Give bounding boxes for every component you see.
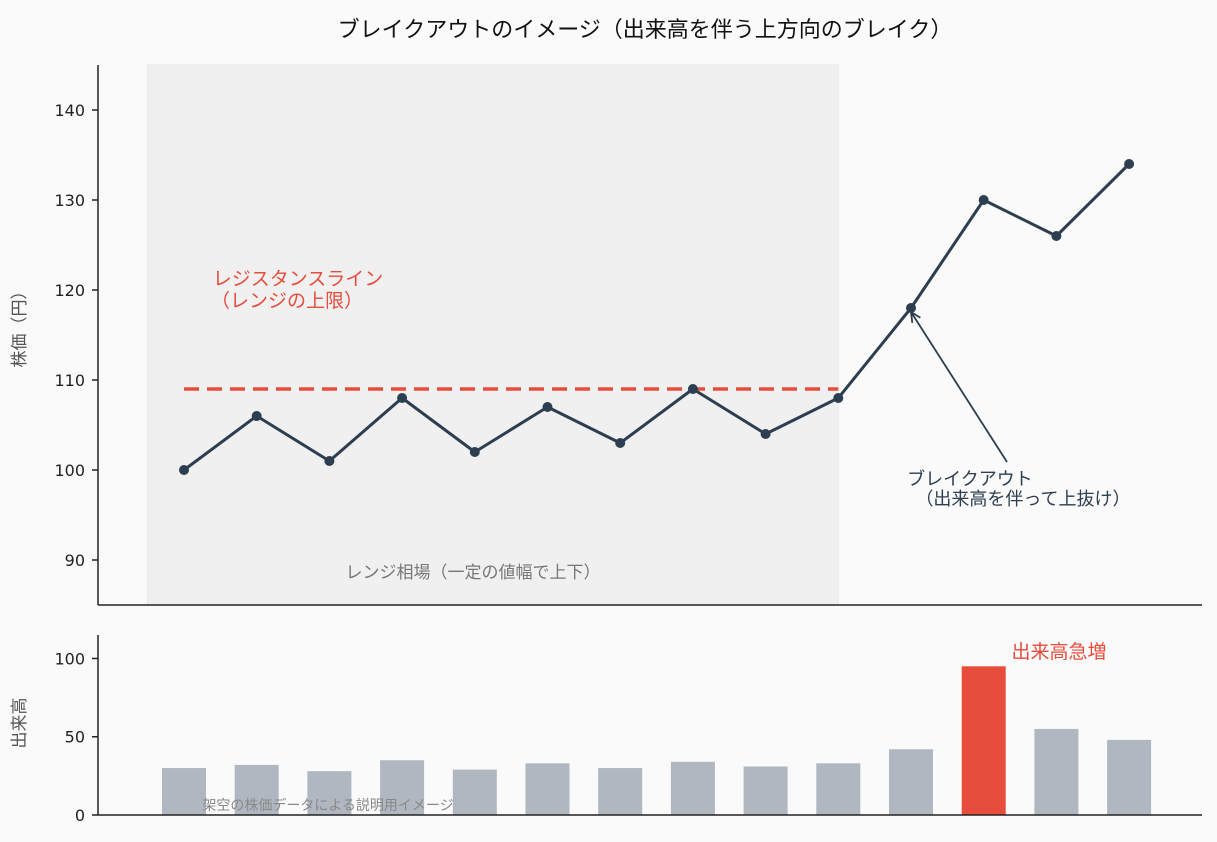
volume-y-axis-title: 出来高	[10, 698, 30, 749]
price-y-tick-label: 120	[54, 281, 85, 300]
price-point	[1124, 159, 1135, 169]
price-point	[760, 429, 771, 439]
price-panel: 90 100 110 120 130 140 株価（円） レジスタンスライン （レンジの上…	[10, 64, 1202, 606]
resistance-annotation-line-1: レジスタンスライン	[213, 268, 384, 290]
price-point	[906, 303, 916, 313]
price-point	[397, 393, 408, 403]
volume-bar	[162, 768, 206, 815]
price-point	[251, 411, 262, 421]
range-label: レンジ相場（一定の値幅で上下）	[345, 563, 600, 583]
price-y-axis-title: 株価（円）	[10, 283, 30, 368]
price-y-tick-label: 110	[54, 371, 85, 390]
volume-y-ticks: 0 50 100	[54, 649, 98, 825]
range-region	[147, 64, 839, 606]
price-point	[978, 195, 989, 205]
volume-y-tick-label: 0	[75, 806, 85, 825]
price-point	[833, 393, 844, 403]
price-point	[687, 384, 698, 394]
volume-bar	[452, 769, 497, 815]
volume-bar	[1034, 728, 1079, 815]
footnote: 架空の株価データによる説明用イメージ	[202, 797, 453, 814]
volume-bar	[1107, 739, 1152, 815]
price-point	[179, 465, 189, 475]
volume-spike-annotation: 出来高急増	[1011, 641, 1106, 663]
volume-bar	[743, 766, 788, 815]
price-y-ticks: 90 100 110 120 130 140	[54, 101, 98, 570]
volume-panel: 0 50 100 出来高 出来高急増 架空の株価データによる説明用イメージ	[10, 635, 1202, 825]
chart-title: ブレイクアウトのイメージ（出来高を伴う上方向のブレイク）	[338, 18, 953, 43]
breakout-arrowhead	[909, 310, 921, 324]
volume-y-tick-label: 50	[65, 728, 85, 747]
price-point	[324, 456, 335, 466]
price-y-tick-label: 130	[54, 191, 85, 210]
price-point	[615, 438, 626, 448]
volume-bar	[234, 764, 279, 815]
breakout-arrow	[910, 311, 1008, 463]
price-line	[183, 162, 1131, 472]
price-point	[469, 447, 480, 457]
price-y-tick-label: 140	[54, 101, 85, 120]
volume-bar	[307, 771, 352, 815]
volume-bar	[889, 749, 933, 815]
breakout-annotation-line-1: ブレイクアウト	[907, 468, 1033, 490]
price-point	[542, 402, 553, 412]
price-y-tick-label: 100	[54, 461, 85, 480]
volume-bar	[598, 768, 643, 815]
volume-bar	[380, 760, 425, 815]
volume-bar	[816, 763, 861, 815]
breakout-annotation-line-2: （出来高を伴って上抜け）	[915, 489, 1130, 510]
resistance-annotation-line-2: （レンジの上限）	[211, 290, 363, 312]
volume-y-tick-label: 100	[54, 649, 85, 668]
price-point	[1051, 231, 1062, 241]
volume-bar-spike	[961, 666, 1006, 815]
volume-bars	[162, 666, 1152, 815]
price-y-tick-label: 90	[65, 551, 85, 570]
volume-bar	[525, 763, 570, 815]
volume-bar	[670, 761, 715, 815]
price-points	[179, 159, 1135, 475]
